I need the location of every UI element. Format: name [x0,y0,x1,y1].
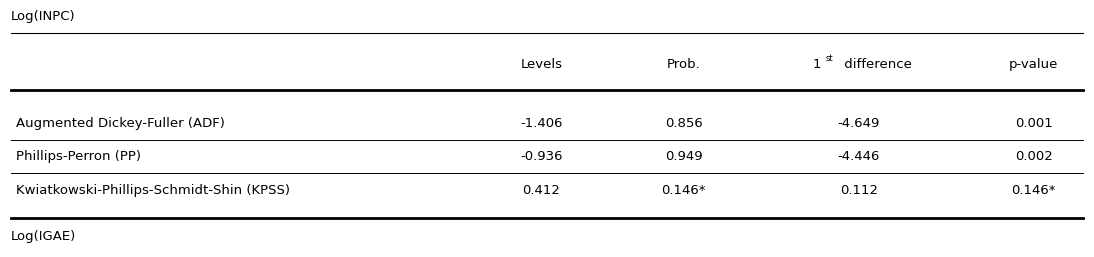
Text: 0.412: 0.412 [523,184,560,197]
Text: -0.936: -0.936 [521,150,562,163]
Text: 1: 1 [813,58,822,71]
Text: 0.002: 0.002 [1015,150,1052,163]
Text: st: st [826,54,834,63]
Text: 0.856: 0.856 [665,117,702,130]
Text: Prob.: Prob. [667,58,700,71]
Text: Levels: Levels [521,58,562,71]
Text: Kwiatkowski-Phillips-Schmidt-Shin (KPSS): Kwiatkowski-Phillips-Schmidt-Shin (KPSS) [16,184,290,197]
Text: Log(INPC): Log(INPC) [11,10,75,23]
Text: 0.146*: 0.146* [1012,184,1056,197]
Text: Augmented Dickey-Fuller (ADF): Augmented Dickey-Fuller (ADF) [16,117,225,130]
Text: -1.406: -1.406 [521,117,562,130]
Text: difference: difference [840,58,912,71]
Text: 0.112: 0.112 [840,184,877,197]
Text: 0.949: 0.949 [665,150,702,163]
Text: -4.446: -4.446 [838,150,880,163]
Text: Log(IGAE): Log(IGAE) [11,230,77,243]
Text: 0.001: 0.001 [1015,117,1052,130]
Text: p-value: p-value [1009,58,1059,71]
Text: -4.649: -4.649 [838,117,880,130]
Text: Phillips-Perron (PP): Phillips-Perron (PP) [16,150,141,163]
Text: 0.146*: 0.146* [662,184,706,197]
